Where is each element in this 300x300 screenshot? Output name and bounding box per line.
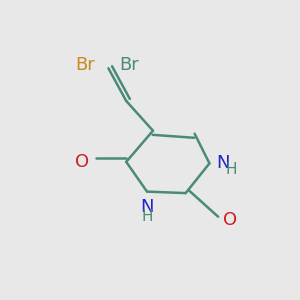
Text: N: N bbox=[216, 154, 230, 172]
Text: N: N bbox=[140, 198, 154, 216]
Text: Br: Br bbox=[120, 56, 140, 74]
Text: O: O bbox=[75, 153, 89, 171]
Text: O: O bbox=[223, 211, 237, 229]
Text: H: H bbox=[141, 209, 153, 224]
Text: Br: Br bbox=[75, 56, 95, 74]
Text: H: H bbox=[226, 162, 237, 177]
